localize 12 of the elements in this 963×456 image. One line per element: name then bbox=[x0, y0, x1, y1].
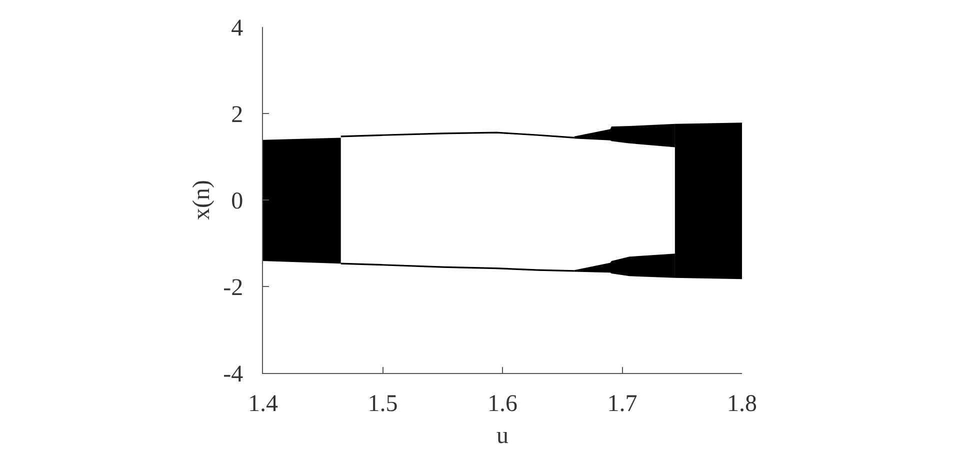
y-axis-title: x(n) bbox=[189, 180, 216, 220]
y-tick-label: 4 bbox=[231, 15, 244, 42]
x-tick-label: 1.5 bbox=[368, 390, 398, 417]
x-tick-label: 1.8 bbox=[727, 390, 757, 417]
y-tick-label: 0 bbox=[231, 188, 244, 214]
y-tick-label: -4 bbox=[223, 361, 244, 388]
x-tick-label: 1.7 bbox=[607, 390, 638, 417]
y-tick-label: 2 bbox=[231, 102, 244, 128]
y-tick-label: -2 bbox=[223, 274, 244, 301]
x-axis-title: u bbox=[496, 423, 508, 450]
x-tick-label: 1.6 bbox=[488, 390, 518, 417]
x-tick-label: 1.4 bbox=[248, 390, 278, 417]
